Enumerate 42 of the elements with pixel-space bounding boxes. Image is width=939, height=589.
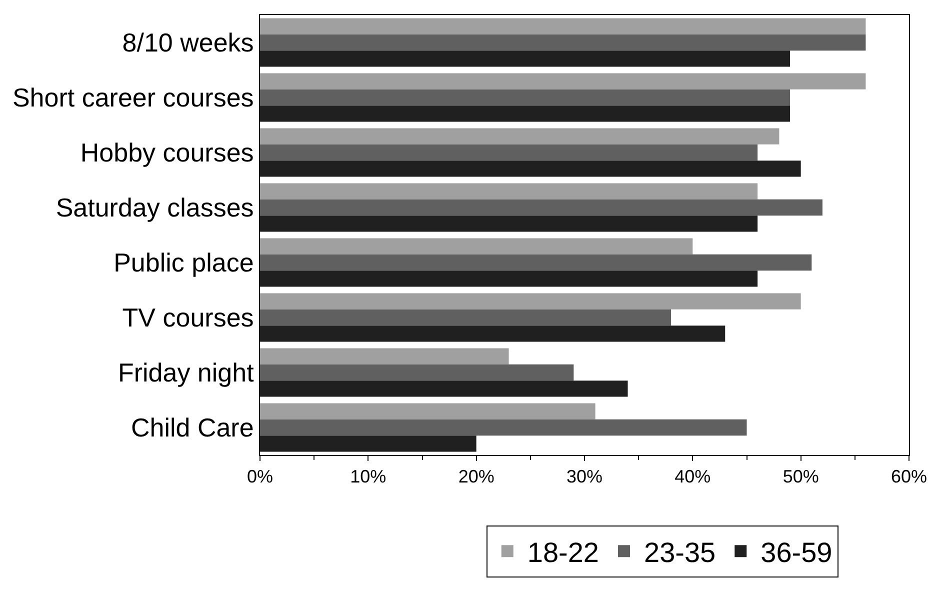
bar: [260, 364, 574, 381]
bar: [260, 18, 866, 34]
x-tick-label: 20%: [458, 466, 494, 487]
y-tick-label: Friday night: [118, 358, 255, 388]
bar: [260, 216, 758, 232]
bar: [260, 73, 866, 90]
x-tick-label: 50%: [782, 466, 819, 487]
bar: [260, 144, 758, 161]
bar: [260, 238, 693, 254]
bar: [260, 419, 747, 436]
bar: [260, 348, 509, 364]
bar: [260, 436, 476, 452]
y-tick-label: Public place: [114, 248, 254, 278]
bar: [260, 380, 628, 397]
bar: [260, 309, 672, 326]
y-tick-label: Child Care: [130, 412, 254, 443]
y-tick-label: Short career courses: [12, 82, 254, 113]
bar: [260, 326, 726, 342]
bar: [260, 50, 790, 67]
legend-label: 23-35: [644, 537, 716, 568]
bar: [260, 89, 790, 106]
bar: [260, 270, 758, 287]
bar: [260, 34, 866, 51]
x-tick-label: 40%: [674, 466, 711, 487]
y-tick-label: 8/10 weeks: [122, 28, 254, 58]
x-tick-label: 10%: [350, 466, 386, 487]
x-tick-label: 0%: [246, 466, 274, 487]
legend-label: 36-59: [760, 537, 832, 568]
bar: [260, 106, 790, 122]
bar: [260, 160, 801, 177]
y-tick-label: Saturday classes: [56, 192, 254, 223]
legend-label: 18-22: [527, 537, 600, 568]
bar: [260, 254, 812, 271]
y-tick-label: TV courses: [122, 302, 254, 333]
bar: [260, 403, 596, 420]
bar: [260, 293, 801, 310]
x-tick-label: 60%: [890, 466, 928, 487]
x-tick-label: 30%: [566, 466, 603, 487]
y-tick-label: Hobby courses: [80, 138, 254, 168]
bar: [260, 199, 822, 216]
bar: [260, 128, 780, 144]
bar: [260, 183, 758, 200]
